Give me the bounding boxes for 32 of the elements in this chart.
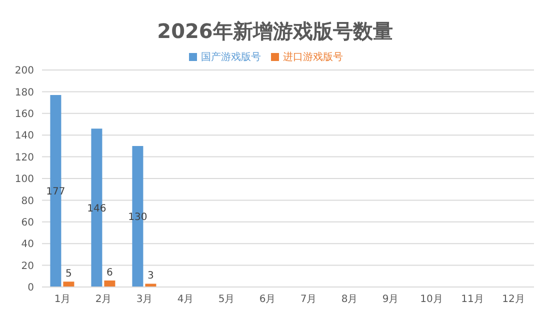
x-tick-label: 7月	[300, 294, 317, 306]
y-tick-label: 100	[14, 174, 34, 186]
x-tick-label: 1月	[54, 294, 71, 306]
bar	[63, 282, 74, 287]
data-label: 3	[148, 270, 154, 282]
x-tick-label: 8月	[341, 294, 358, 306]
y-tick-label: 120	[14, 152, 34, 164]
y-tick-label: 60	[21, 217, 34, 228]
y-tick-label: 0	[28, 282, 34, 294]
x-tick-label: 11月	[461, 294, 484, 306]
y-tick-label: 180	[14, 87, 34, 98]
x-tick-label: 6月	[259, 294, 276, 306]
y-tick-label: 160	[14, 108, 34, 120]
data-label: 5	[66, 268, 72, 280]
legend-label: 进口游戏版号	[283, 52, 343, 63]
x-tick-label: 2月	[95, 294, 112, 306]
bar	[104, 280, 116, 287]
y-tick-label: 40	[21, 239, 34, 250]
y-tick-label: 80	[21, 196, 34, 207]
y-tick-label: 200	[14, 66, 34, 77]
x-tick-label: 3月	[136, 294, 153, 306]
data-label: 6	[106, 267, 113, 278]
x-tick-label: 12月	[502, 294, 525, 306]
x-tick-label: 5月	[218, 294, 235, 306]
y-tick-label: 140	[14, 130, 34, 142]
bar	[145, 284, 156, 287]
x-tick-label: 9月	[382, 294, 399, 306]
chart-title: 2026年新增游戏版号数量	[156, 18, 394, 45]
y-tick-label: 20	[21, 260, 34, 272]
x-tick-label: 4月	[177, 294, 194, 306]
x-tick-label: 10月	[420, 294, 443, 306]
legend-label: 国产游戏版号	[201, 52, 261, 63]
